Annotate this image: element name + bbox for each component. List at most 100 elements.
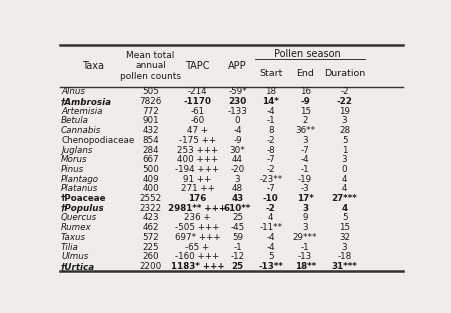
Text: 91 ++: 91 ++: [183, 175, 211, 184]
Text: 48: 48: [231, 184, 243, 193]
Text: 25: 25: [231, 213, 243, 223]
Text: 500: 500: [142, 165, 159, 174]
Text: Plantago: Plantago: [61, 175, 99, 184]
Text: 7826: 7826: [139, 97, 161, 106]
Text: 4: 4: [341, 175, 346, 184]
Text: -175 ++: -175 ++: [179, 136, 216, 145]
Text: 1183* +++: 1183* +++: [170, 262, 224, 271]
Text: Rumex: Rumex: [61, 223, 92, 232]
Text: -2: -2: [340, 87, 348, 96]
Text: 3: 3: [302, 136, 307, 145]
Text: 572: 572: [142, 233, 159, 242]
Text: Cannabis: Cannabis: [61, 126, 101, 135]
Text: 271 ++: 271 ++: [180, 184, 214, 193]
Text: Mean total
annual
pollen counts: Mean total annual pollen counts: [120, 51, 181, 81]
Text: -8: -8: [266, 146, 275, 155]
Text: -1: -1: [300, 165, 309, 174]
Text: 5: 5: [341, 136, 347, 145]
Text: 27***: 27***: [331, 194, 357, 203]
Text: 30*: 30*: [229, 146, 245, 155]
Text: 610**: 610**: [223, 204, 251, 213]
Text: 230: 230: [228, 97, 246, 106]
Text: 2322: 2322: [139, 204, 161, 213]
Text: †Populus: †Populus: [61, 204, 105, 213]
Text: -60: -60: [190, 116, 204, 126]
Text: -133: -133: [227, 107, 247, 116]
Text: Alnus: Alnus: [61, 87, 85, 96]
Text: -10: -10: [262, 194, 278, 203]
Text: -214: -214: [187, 87, 207, 96]
Text: -13: -13: [297, 252, 312, 261]
Text: 772: 772: [142, 107, 159, 116]
Text: 5: 5: [341, 213, 347, 223]
Text: 2981** +++: 2981** +++: [168, 204, 226, 213]
Text: -9: -9: [233, 136, 241, 145]
Text: -4: -4: [266, 233, 275, 242]
Text: Chenopodiaceae: Chenopodiaceae: [61, 136, 134, 145]
Text: -23**: -23**: [258, 175, 282, 184]
Text: -61: -61: [190, 107, 204, 116]
Text: 432: 432: [142, 126, 159, 135]
Text: 47 +: 47 +: [187, 126, 207, 135]
Text: 2: 2: [302, 116, 307, 126]
Text: 0: 0: [341, 165, 347, 174]
Text: †Poaceae: †Poaceae: [61, 194, 106, 203]
Text: -2: -2: [266, 136, 275, 145]
Text: 29***: 29***: [292, 233, 317, 242]
Text: 31***: 31***: [331, 262, 357, 271]
Text: 3: 3: [301, 204, 308, 213]
Text: 36**: 36**: [295, 126, 314, 135]
Text: 18: 18: [265, 87, 276, 96]
Text: -13**: -13**: [258, 262, 283, 271]
Text: Ulmus: Ulmus: [61, 252, 88, 261]
Text: -4: -4: [233, 126, 241, 135]
Text: 2552: 2552: [139, 194, 161, 203]
Text: -9: -9: [299, 97, 309, 106]
Text: 25: 25: [231, 262, 243, 271]
Text: -11**: -11**: [259, 223, 282, 232]
Text: 44: 44: [231, 155, 243, 164]
Text: -19: -19: [297, 175, 312, 184]
Text: -45: -45: [230, 223, 244, 232]
Text: Platanus: Platanus: [61, 184, 98, 193]
Text: 901: 901: [142, 116, 159, 126]
Text: 697* +++: 697* +++: [174, 233, 220, 242]
Text: 43: 43: [231, 194, 243, 203]
Text: 505: 505: [142, 87, 159, 96]
Text: 3: 3: [341, 243, 347, 252]
Text: -2: -2: [266, 165, 275, 174]
Text: 260: 260: [142, 252, 159, 261]
Text: 0: 0: [234, 116, 240, 126]
Text: 15: 15: [338, 223, 350, 232]
Text: 32: 32: [338, 233, 350, 242]
Text: 284: 284: [142, 146, 159, 155]
Text: Start: Start: [258, 69, 282, 78]
Text: -12: -12: [230, 252, 244, 261]
Text: Pollen season: Pollen season: [274, 49, 341, 59]
Text: -1: -1: [266, 116, 275, 126]
Text: Betula: Betula: [61, 116, 89, 126]
Text: -7: -7: [300, 146, 309, 155]
Text: Duration: Duration: [323, 69, 364, 78]
Text: -18: -18: [337, 252, 351, 261]
Text: APP: APP: [228, 61, 246, 71]
Text: 2200: 2200: [139, 262, 161, 271]
Text: 4: 4: [341, 204, 347, 213]
Text: 1: 1: [341, 146, 346, 155]
Text: -160 +++: -160 +++: [175, 252, 219, 261]
Text: -2: -2: [265, 204, 275, 213]
Text: -194 +++: -194 +++: [175, 165, 219, 174]
Text: -20: -20: [230, 165, 244, 174]
Text: †Urtica: †Urtica: [61, 262, 95, 271]
Text: 8: 8: [267, 126, 273, 135]
Text: 225: 225: [142, 243, 159, 252]
Text: 236 +: 236 +: [184, 213, 210, 223]
Text: 400 +++: 400 +++: [176, 155, 218, 164]
Text: -4: -4: [300, 155, 309, 164]
Text: 253 +++: 253 +++: [176, 146, 218, 155]
Text: 3: 3: [234, 175, 240, 184]
Text: 17*: 17*: [296, 194, 313, 203]
Text: -4: -4: [266, 243, 275, 252]
Text: -1: -1: [300, 243, 309, 252]
Text: TAPC: TAPC: [185, 61, 209, 71]
